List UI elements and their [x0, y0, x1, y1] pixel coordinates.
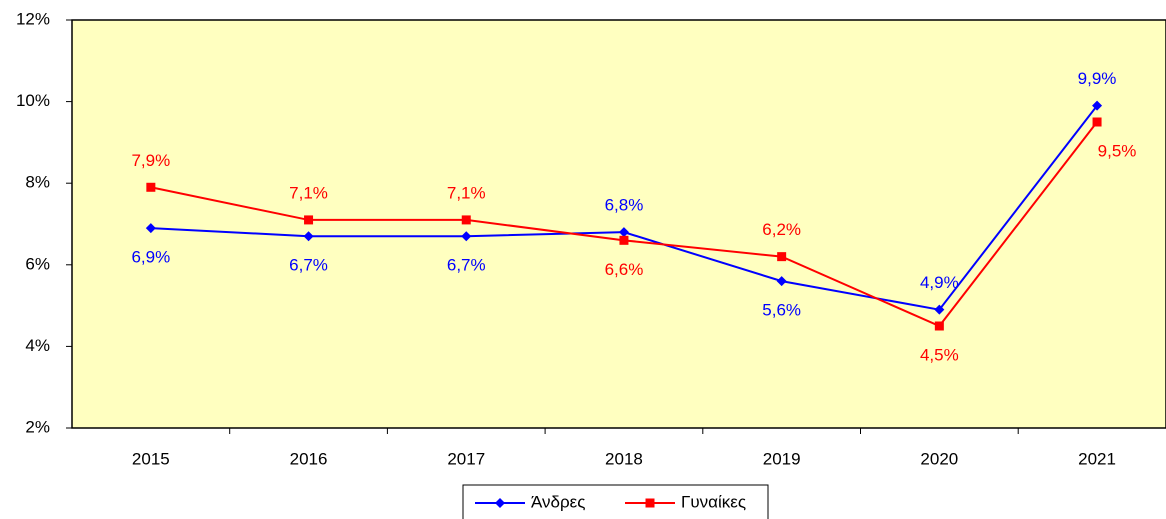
data-label: 4,5%	[920, 345, 959, 364]
x-tick-label: 2021	[1078, 449, 1116, 468]
point-marker	[1092, 117, 1102, 127]
data-label: 4,9%	[920, 273, 959, 292]
data-label: 9,9%	[1078, 69, 1117, 88]
point-marker	[461, 231, 472, 242]
data-label: 6,7%	[289, 256, 328, 275]
data-label: 6,2%	[762, 220, 801, 239]
point-marker	[618, 227, 629, 238]
y-tick-label: 4%	[25, 336, 50, 355]
x-tick-label: 2017	[447, 449, 485, 468]
y-tick-label: 2%	[25, 417, 50, 436]
data-label: 6,8%	[605, 196, 644, 215]
legend-label: Άνδρες	[531, 492, 585, 511]
data-label: 7,1%	[447, 183, 486, 202]
y-tick-label: 6%	[25, 254, 50, 273]
point-marker	[619, 235, 629, 245]
point-marker	[777, 252, 787, 262]
point-marker	[145, 223, 156, 234]
point-marker	[303, 231, 314, 242]
data-label: 7,1%	[289, 183, 328, 202]
point-marker	[304, 215, 314, 225]
data-label: 6,6%	[605, 260, 644, 279]
x-tick-label: 2020	[920, 449, 958, 468]
point-marker	[934, 321, 944, 331]
plot-area	[71, 19, 1166, 429]
x-tick-label: 2018	[605, 449, 643, 468]
y-tick-label: 8%	[25, 173, 50, 192]
point-marker	[776, 276, 787, 287]
data-label: 6,9%	[131, 248, 170, 267]
data-label: 9,5%	[1098, 141, 1137, 160]
y-tick-label: 12%	[16, 9, 50, 28]
x-tick-label: 2015	[132, 449, 170, 468]
data-label: 7,9%	[131, 151, 170, 170]
data-label: 6,7%	[447, 256, 486, 275]
point-marker	[461, 215, 471, 225]
legend-marker	[645, 498, 655, 508]
x-tick-label: 2016	[290, 449, 328, 468]
point-marker	[146, 182, 156, 192]
point-marker	[934, 304, 945, 315]
point-marker	[1092, 100, 1103, 111]
legend-label: Γυναίκες	[681, 492, 746, 511]
legend-marker	[495, 498, 505, 508]
x-tick-label: 2019	[763, 449, 801, 468]
y-tick-label: 10%	[16, 91, 50, 110]
data-label: 5,6%	[762, 301, 801, 320]
